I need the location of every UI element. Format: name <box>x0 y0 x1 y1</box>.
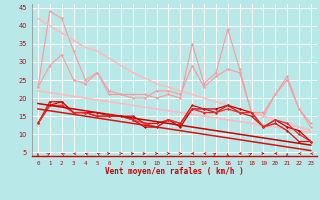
X-axis label: Vent moyen/en rafales ( km/h ): Vent moyen/en rafales ( km/h ) <box>105 167 244 176</box>
